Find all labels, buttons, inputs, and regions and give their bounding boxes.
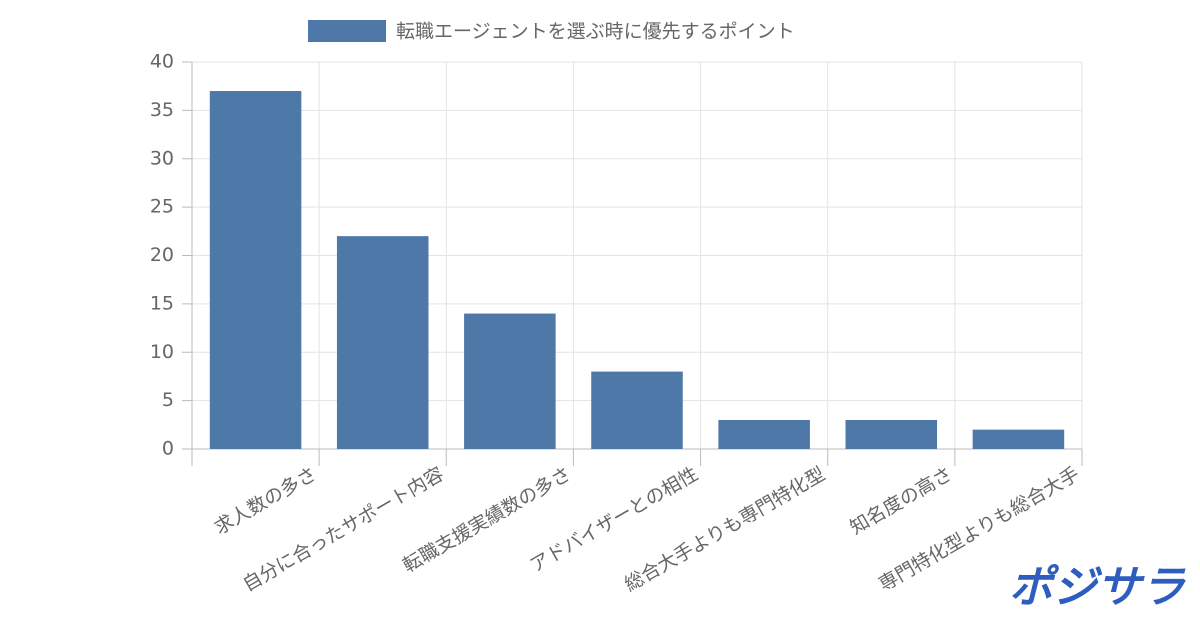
bar [464,313,556,449]
logo: ポジサラ [1009,562,1186,613]
y-tick-label: 15 [150,292,174,314]
y-tick-label: 25 [150,196,174,218]
legend-swatch [308,20,386,42]
bar [845,419,938,449]
y-tick-label: 30 [150,147,174,169]
x-tick-label: 知名度の高さ [846,463,956,539]
y-tick-label: 10 [150,341,174,363]
bar [972,429,1065,449]
y-tick-label: 5 [162,389,174,411]
y-tick-label: 0 [162,438,174,460]
y-tick-label: 40 [150,51,174,73]
y-tick-label: 35 [150,99,174,121]
bar [336,236,429,449]
x-tick-label: 自分に合ったサポート内容 [239,463,447,596]
bar [591,371,683,449]
bar [209,91,302,450]
x-tick-label: 求人数の多さ [211,463,321,539]
bar [718,419,810,449]
x-tick-label: 総合大手よりも専門特化型 [621,463,829,596]
legend-label: 転職エージェントを選ぶ時に優先するポイント [396,21,795,43]
y-tick-label: 20 [150,244,174,266]
